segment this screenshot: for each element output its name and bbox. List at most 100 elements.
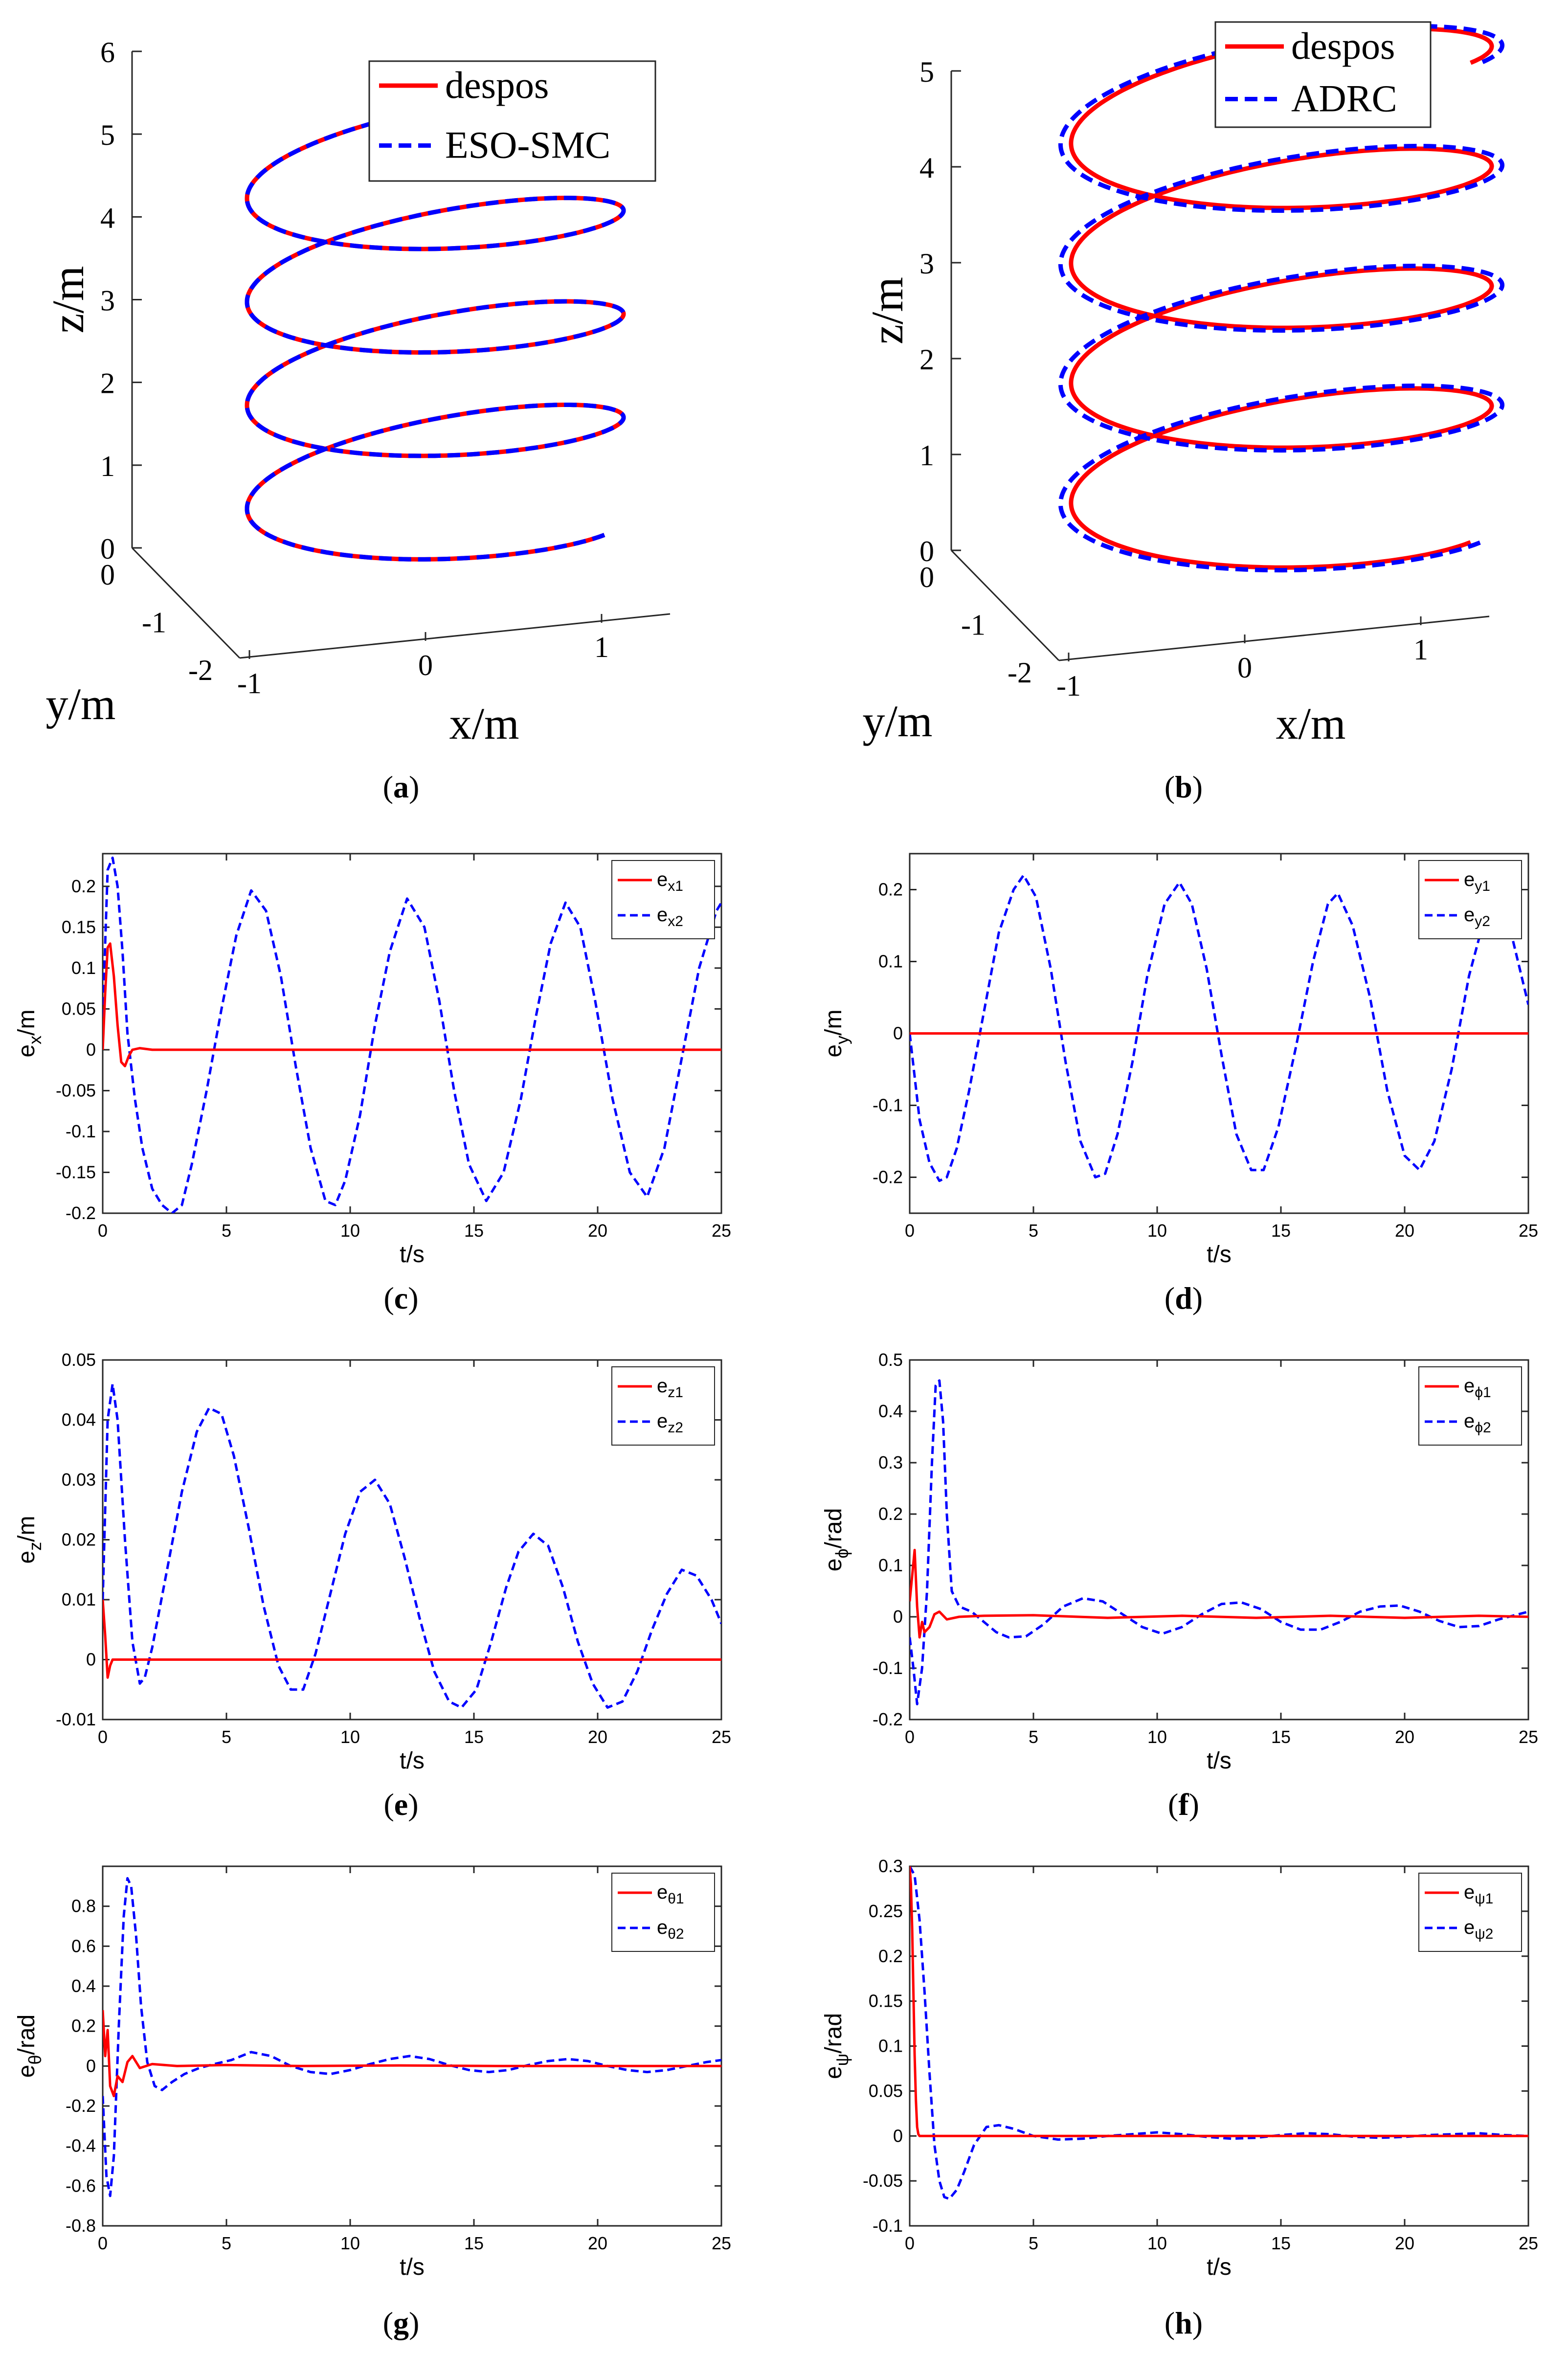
caption-c: (c): [383, 1281, 418, 1315]
legend-label: ex1: [657, 869, 683, 894]
panel-h: 0 5 10 15 20 25 -0.1 -0.05 0 0.05 0.1 0.15 0.2 0.25 0.…: [821, 1856, 1538, 2280]
x-tick-label: 5: [222, 2233, 231, 2253]
x-tick-label: 20: [588, 1727, 607, 1747]
legend-label: ez2: [657, 1410, 683, 1436]
y-tick-label: 0.6: [71, 1936, 96, 1956]
y-tick-label: 0.2: [878, 1946, 903, 1966]
x-tick-label: 20: [1395, 1221, 1414, 1241]
x-tick-label: 0: [905, 2233, 915, 2253]
x-tick-label: 1: [594, 631, 609, 663]
legend-label: ex2: [657, 904, 683, 929]
x-axis-line: [239, 613, 671, 659]
series-e-phi1: [910, 1549, 1528, 1639]
x-axis-line: [1058, 615, 1490, 661]
panel-a: 0 1 2 3 4 5 6 0 -1 -2 -1 0 1 z/m y/m x/m despos ESO-SMC: [43, 36, 671, 748]
legend-label: eψ1: [1464, 1881, 1493, 1907]
y-axis-label: eψ/rad: [821, 2013, 852, 2079]
y-tick-label: 0: [100, 559, 115, 591]
y-tick-label: 0.04: [62, 1410, 96, 1430]
y-tick-label: 0.15: [869, 1991, 903, 2011]
y-tick-label: 0.05: [62, 998, 96, 1019]
y-tick-label: 0.03: [62, 1470, 96, 1490]
caption-d: (d): [1165, 1281, 1203, 1315]
y-tick-label: 0.1: [878, 1555, 903, 1575]
legend-label: ey2: [1464, 904, 1490, 929]
x-tick-label: 20: [588, 1221, 607, 1241]
legend-label: eθ1: [657, 1881, 684, 1907]
legend-label: eψ2: [1464, 1917, 1493, 1942]
z-axis-label: z/m: [862, 277, 912, 344]
x-tick-label: 10: [1147, 1221, 1167, 1241]
caption-a: (a): [383, 770, 420, 804]
y-tick-label: 0.05: [62, 1350, 96, 1370]
x-tick-label: 20: [588, 2233, 607, 2253]
panel-c: 0 5 10 15 20 25 -0.2 -0.15 -0.1 -0.05 0 0.05 0.1 0.15…: [14, 853, 731, 1268]
x-tick-label: 0: [905, 1727, 915, 1747]
x-tick-label: 5: [1029, 1221, 1038, 1241]
series-e-psi1: [910, 1866, 1528, 2137]
y-tick-label: -0.8: [66, 2216, 96, 2236]
z-tick-label: 3: [100, 285, 115, 317]
y-tick-label: 0: [86, 1040, 96, 1060]
x-tick-label: 0: [418, 649, 433, 681]
y-tick-label: -1: [142, 607, 166, 639]
x-axis-label: t/s: [1207, 1242, 1232, 1268]
z-tick-label: 6: [100, 36, 115, 68]
x-tick-label: 0: [1237, 652, 1252, 684]
legend: despos ESO-SMC: [368, 60, 656, 182]
y-tick-label: -0.01: [56, 1709, 96, 1729]
x-tick-label: 10: [340, 1221, 360, 1241]
x-tick-label: 25: [1519, 1727, 1538, 1747]
legend-box: [611, 860, 715, 939]
x-tick-label: 1: [1413, 634, 1428, 666]
x-tick-label: 25: [1519, 1221, 1538, 1241]
caption-h: (h): [1165, 2306, 1203, 2340]
x-tick-label: 5: [222, 1221, 231, 1241]
caption-f: (f): [1168, 1787, 1199, 1822]
y-tick-label: 0: [86, 2056, 96, 2076]
series-eso-smc: [245, 92, 626, 562]
z-tick-label: 1: [919, 439, 934, 472]
y-tick-label: -0.4: [66, 2136, 96, 2156]
y-tick-label: 0.02: [62, 1530, 96, 1550]
y-tick-label: -0.1: [873, 2216, 903, 2236]
y-tick-label: 0.4: [878, 1401, 903, 1421]
x-tick-label: 0: [98, 2233, 108, 2253]
x-axis-label: t/s: [1207, 1748, 1232, 1774]
x-tick-label: -1: [1056, 670, 1081, 702]
series-e-phi2: [910, 1379, 1528, 1705]
series-despos: [1069, 26, 1494, 570]
y-tick-label: 0.5: [878, 1350, 903, 1370]
y-tick-label: 0.2: [878, 1504, 903, 1524]
panel-f: 0 5 10 15 20 25 -0.2 -0.1 0 0.1 0.2 0.3 0.4 0.5 t/s eϕ/…: [821, 1350, 1538, 1774]
x-tick-label: 15: [464, 1221, 484, 1241]
y-tick-label: -0.2: [66, 1203, 96, 1223]
x-tick-label: 10: [340, 2233, 360, 2253]
y-tick-label: 0.3: [878, 1856, 903, 1876]
series-e-psi2: [910, 1866, 1528, 2200]
y-tick-label: 0.4: [71, 1976, 96, 1996]
legend-label: eϕ2: [1464, 1410, 1491, 1436]
z-tick-label: 3: [919, 248, 934, 280]
x-tick-label: 25: [1519, 2233, 1538, 2253]
z-tick-label: 4: [919, 152, 934, 184]
y-tick-label: -2: [188, 654, 213, 686]
legend-label: ey1: [1464, 869, 1490, 894]
series-e-theta1: [103, 2010, 721, 2098]
y-axis-line: [131, 547, 241, 659]
z-tick-label: 2: [100, 367, 115, 400]
x-tick-label: 15: [464, 2233, 484, 2253]
x-tick-label: 15: [1271, 2233, 1291, 2253]
panel-g: 0 5 10 15 20 25 -0.8 -0.6 -0.4 -0.2 0 0.2 0.4 0.6 0.8 t…: [14, 1865, 731, 2280]
panel-b: 0 1 2 3 4 5 0 -1 -2 -1 0 1 z/m y/m x/m despos ADRC: [862, 21, 1505, 748]
x-tick-label: 10: [1147, 2233, 1167, 2253]
y-tick-label: -0.1: [873, 1658, 903, 1678]
z-tick-label: 0: [919, 535, 934, 567]
legend-label: despos: [1291, 24, 1395, 67]
series-e-x2: [103, 856, 721, 1213]
legend-label: despos: [445, 64, 549, 106]
legend-label: ADRC: [1291, 77, 1397, 120]
legend-box: [611, 1366, 715, 1446]
x-tick-label: 5: [1029, 2233, 1038, 2253]
